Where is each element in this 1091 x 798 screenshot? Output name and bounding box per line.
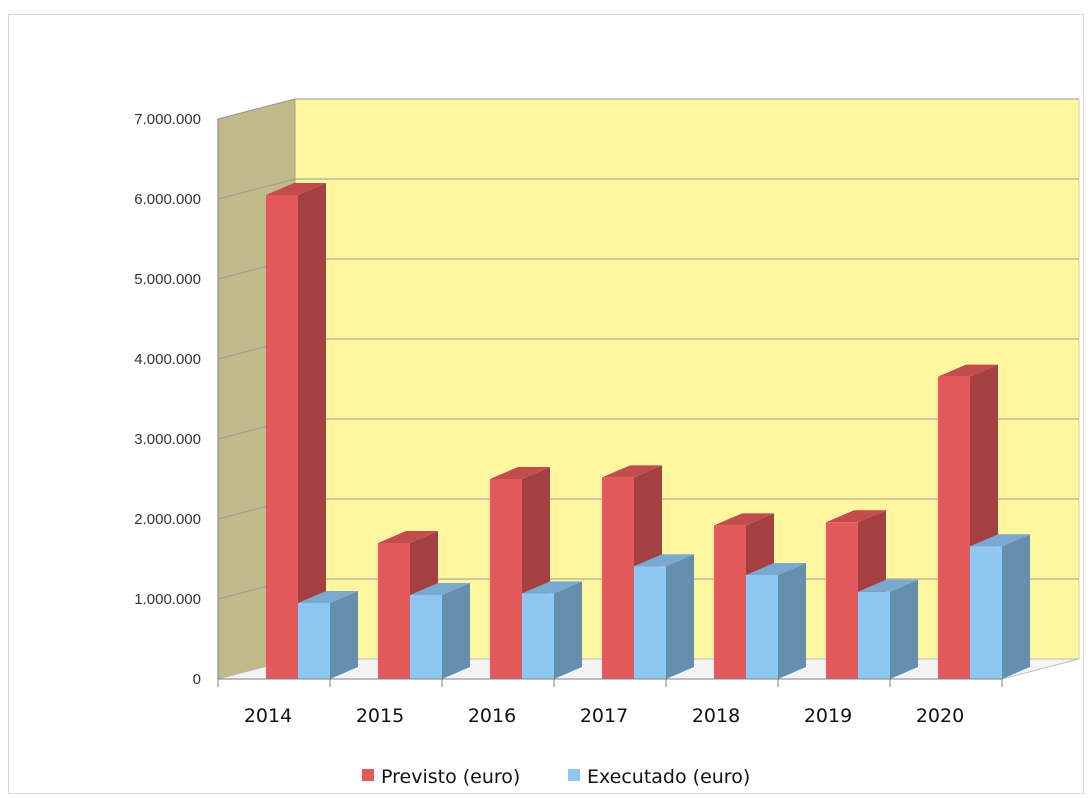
x-tick-label: 2014	[244, 705, 292, 727]
bar-top	[298, 591, 358, 603]
legend-label-previsto: Previsto (euro)	[381, 766, 520, 788]
y-axis-ticks: 0 1.000.000 2.000.000 3.000.000 4.000.000 5.0…	[134, 111, 219, 688]
gridline-side	[217, 98, 296, 120]
y-tick-label: 6.000.000	[134, 191, 201, 208]
bar-front	[378, 543, 410, 679]
bar-front	[602, 477, 634, 679]
gridline-side	[217, 178, 296, 200]
bar-top	[826, 510, 886, 523]
x-tick-label: 2016	[468, 705, 516, 727]
bar-side	[330, 591, 358, 679]
bar-front	[266, 195, 298, 679]
bar-top	[490, 467, 550, 479]
bar-executado-2019	[858, 579, 918, 679]
x-axis-ticks: 2014 2015 2016 2017 2018 2019 2020	[217, 678, 1003, 727]
legend-swatch-executado	[568, 769, 580, 781]
legend: Previsto (euro) Executado (euro)	[362, 766, 750, 788]
y-tick-label: 3.000.000	[134, 431, 201, 448]
bar-top	[938, 364, 998, 377]
bar-front	[490, 479, 522, 679]
bar-top	[746, 563, 806, 575]
y-tick-label: 7.000.000	[134, 111, 201, 128]
bar-executado-2014	[298, 591, 358, 679]
bar-executado-2020	[970, 534, 1030, 679]
y-tick-label: 4.000.000	[134, 351, 201, 368]
bar-side	[890, 579, 918, 679]
bar-front	[858, 591, 890, 679]
bar-top	[266, 183, 326, 195]
bar-executado-2016	[522, 581, 582, 679]
bar-previsto-2014	[266, 183, 326, 679]
bar-top	[602, 465, 662, 478]
bar-front	[970, 546, 1002, 679]
bar-top	[714, 513, 774, 526]
bar-front	[826, 522, 858, 679]
y-tick-label: 1.000.000	[134, 591, 201, 608]
x-tick-label: 2019	[804, 705, 852, 727]
bar-side	[298, 183, 326, 679]
bar-top	[858, 579, 918, 592]
legend-swatch-previsto	[362, 769, 374, 781]
y-tick-label: 2.000.000	[134, 511, 201, 528]
bar-front	[714, 525, 746, 679]
bar-top	[378, 531, 438, 543]
bar-side	[442, 583, 470, 679]
bars	[266, 183, 1030, 679]
bar-side	[778, 563, 806, 679]
bar-front	[938, 376, 970, 679]
y-tick-label: 0	[193, 671, 201, 688]
x-tick-label: 2018	[692, 705, 740, 727]
legend-label-executado: Executado (euro)	[587, 766, 750, 788]
bar-front	[410, 595, 442, 679]
bar-top	[410, 583, 470, 595]
bar-front	[746, 575, 778, 679]
x-tick-label: 2017	[580, 705, 628, 727]
bar-front	[298, 603, 330, 679]
bar-front	[522, 593, 554, 679]
bar-side	[1002, 534, 1030, 679]
x-tick-label: 2015	[356, 705, 404, 727]
x-tick-label: 2020	[916, 705, 964, 727]
bar-executado-2015	[410, 583, 470, 679]
bar-side	[666, 554, 694, 679]
bar-executado-2017	[634, 554, 694, 679]
bar-top	[634, 554, 694, 567]
y-tick-label: 5.000.000	[134, 271, 201, 288]
bar-executado-2018	[746, 563, 806, 679]
bar-front	[634, 566, 666, 679]
bar-top	[522, 581, 582, 594]
bar-side	[554, 581, 582, 679]
bar-top	[970, 534, 1030, 547]
